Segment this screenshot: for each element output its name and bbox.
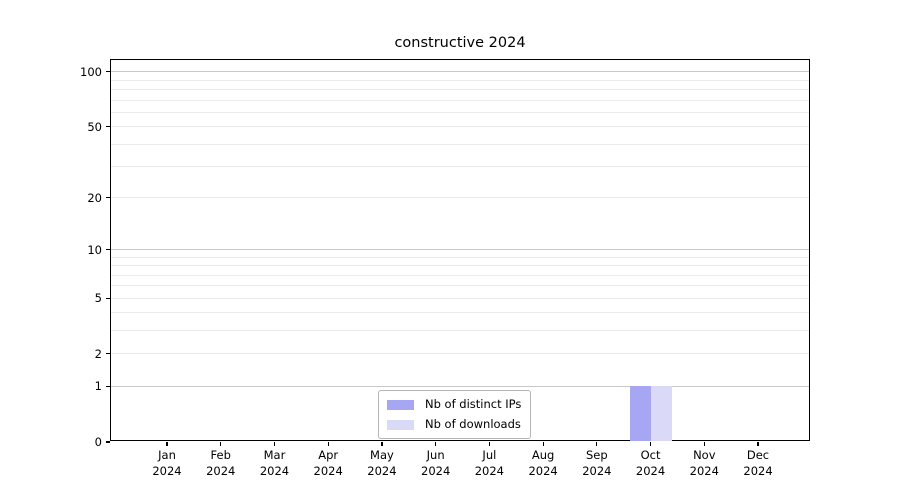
x-tick-label-mar: Mar 2024 [259,448,290,478]
gridline-minor-5 [111,297,809,299]
x-tick-label-feb: Feb 2024 [206,448,236,478]
y-tick-100 [105,71,110,73]
legend-entry-downloads: Nb of downloads [387,418,521,431]
gridline-minor-6 [111,285,809,287]
y-tick-label-10: 10 [87,242,102,257]
y-tick-20 [105,197,110,199]
gridline-minor-4 [111,312,809,314]
x-tick-sep [596,442,598,446]
y-tick-label-100: 100 [80,64,102,79]
x-tick-may [381,442,383,446]
y-tick-10 [105,249,110,251]
y-tick-label-20: 20 [87,190,102,205]
legend-label-downloads: Nb of downloads [425,417,521,431]
x-tick-apr [327,442,329,446]
x-tick-label-jan: Jan 2024 [152,448,182,478]
y-tick-label-50: 50 [87,119,102,134]
gridline-minor-90 [111,79,809,81]
gridline-minor-9 [111,256,809,258]
y-tick-0 [105,441,110,443]
x-tick-feb [220,442,222,446]
y-tick-2 [105,353,110,355]
x-tick-jun [435,442,437,446]
gridline-minor-7 [111,274,809,276]
gridline-minor-8 [111,265,809,267]
legend: Nb of distinct IPs Nb of downloads [378,390,532,439]
y-tick-label-2: 2 [94,346,102,361]
gridline-major-1 [111,385,809,387]
x-tick-oct [649,442,652,446]
x-tick-aug [542,442,544,446]
y-tick-label-1: 1 [94,379,102,394]
gridline-major-100 [111,71,809,73]
plot-area: Nb of distinct IPs Nb of downloads 0 1 2 5 1… [80,59,810,478]
x-tick-jan [166,442,168,446]
x-tick-dec [757,442,759,446]
gridline-minor-2 [111,353,809,355]
x-tick-label-jun: Jun 2024 [421,448,451,478]
x-tick-label-aug: Aug 2024 [528,448,558,478]
x-tick-jul [488,442,490,446]
gridline-minor-70 [111,99,809,101]
x-tick-mar [273,442,276,446]
gridline-minor-3 [111,330,809,332]
gridline-minor-30 [111,166,809,168]
y-tick-label-5: 5 [94,291,102,306]
x-tick-label-may: May 2024 [367,448,397,478]
x-tick-label-apr: Apr 2024 [313,448,343,478]
chart-title: constructive 2024 [394,35,526,51]
x-tick-label-nov: Nov 2024 [689,448,719,478]
x-tick-label-dec: Dec 2024 [743,448,773,478]
bar-nb-of-downloads-oct [650,386,672,441]
legend-swatch-downloads [387,419,414,430]
x-tick-label-jul: Jul 2024 [474,448,505,478]
legend-entry-distinct-ips: Nb of distinct IPs [387,398,521,411]
bar-nb-of-distinct-ips-oct [629,386,651,441]
gridline-minor-80 [111,88,809,90]
legend-swatch-distinct-ips [387,399,414,410]
y-tick-label-0: 0 [94,435,102,449]
x-tick-nov [703,442,705,446]
y-tick-5 [105,297,110,299]
x-tick-label-oct: Oct 2024 [635,448,666,478]
gridline-minor-50 [111,126,809,128]
gridline-minor-20 [111,197,809,199]
gridline-major-10 [111,249,809,251]
gridline-minor-40 [111,143,809,145]
x-tick-label-sep: Sep 2024 [582,448,612,478]
y-tick-50 [105,126,110,128]
y-tick-1 [105,385,110,387]
gridline-minor-60 [111,111,809,113]
legend-label-distinct-ips: Nb of distinct IPs [425,397,522,411]
